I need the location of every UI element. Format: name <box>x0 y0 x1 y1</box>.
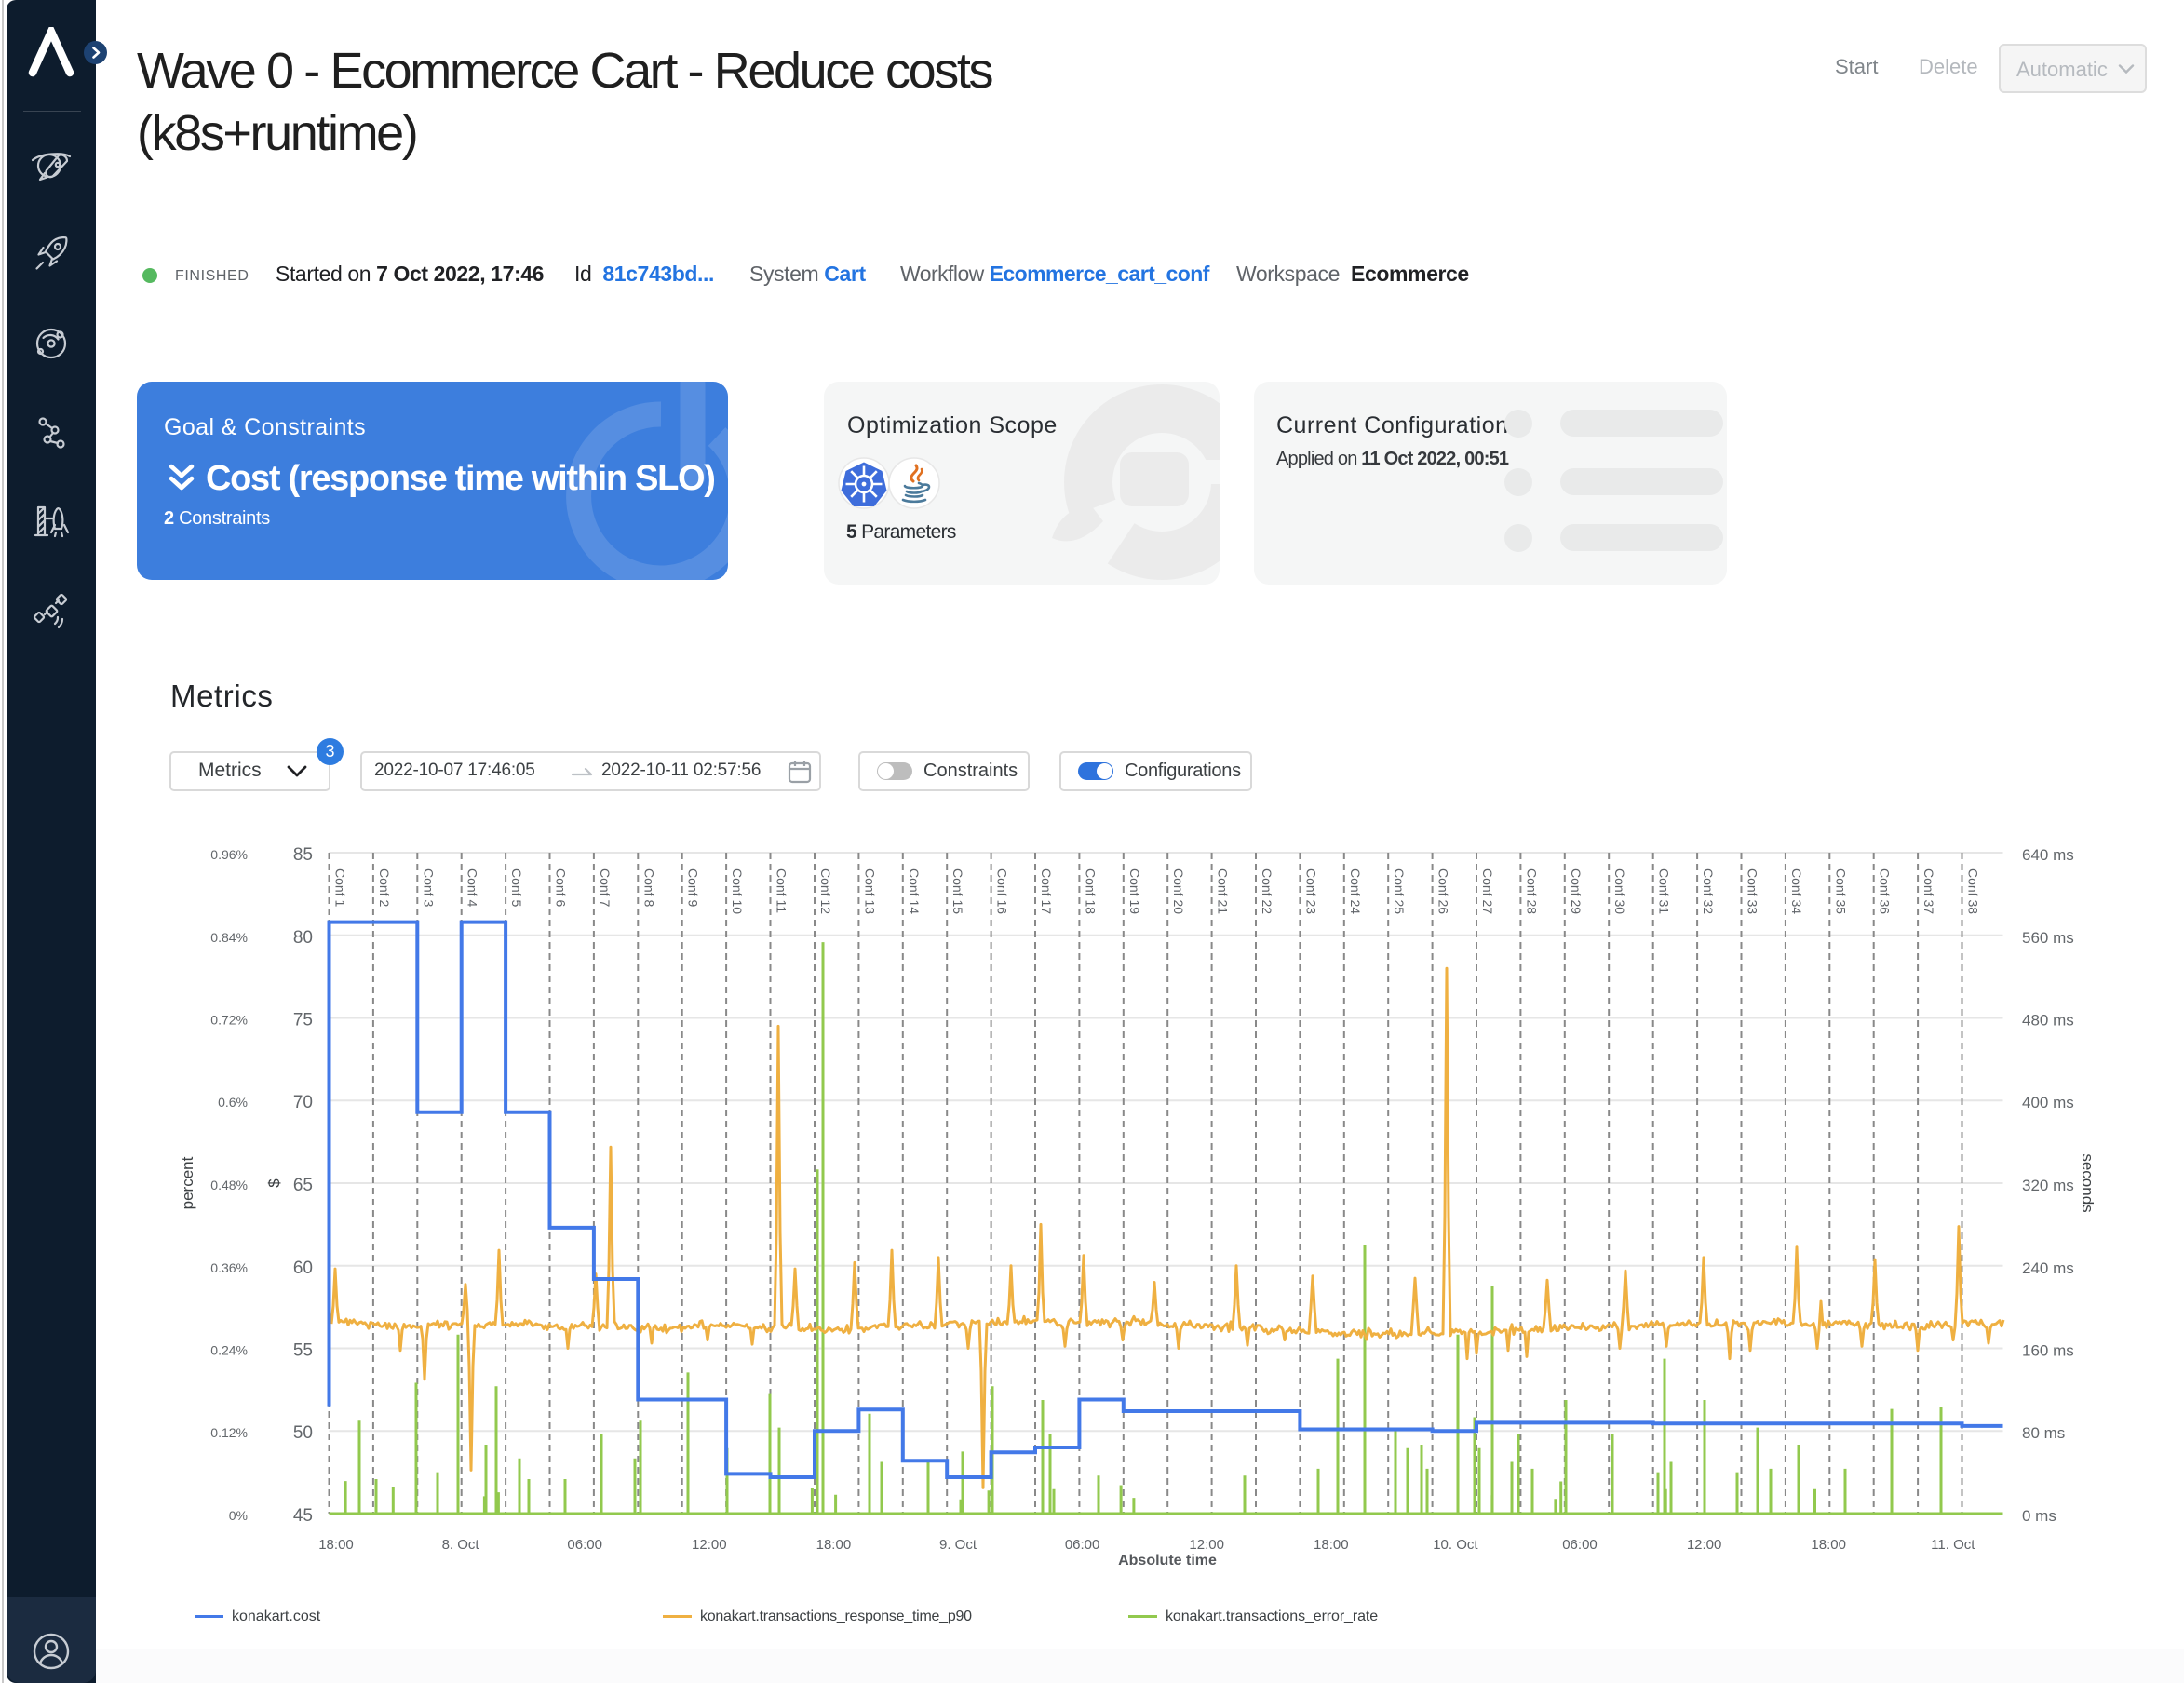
svg-text:Conf 11: Conf 11 <box>775 868 789 913</box>
svg-text:Conf 17: Conf 17 <box>1039 868 1054 914</box>
svg-text:11. Oct: 11. Oct <box>1931 1537 1975 1553</box>
svg-text:percent: percent <box>179 1156 196 1209</box>
svg-text:12:00: 12:00 <box>1189 1537 1224 1553</box>
svg-text:Conf 8: Conf 8 <box>641 868 656 907</box>
svg-text:0.24%: 0.24% <box>210 1343 248 1358</box>
svg-text:06:00: 06:00 <box>567 1537 602 1553</box>
svg-text:Conf 38: Conf 38 <box>1966 868 1981 914</box>
svg-text:9. Oct: 9. Oct <box>939 1537 977 1553</box>
svg-text:Conf 20: Conf 20 <box>1171 868 1186 914</box>
svg-text:Conf 2: Conf 2 <box>377 868 392 907</box>
svg-text:Conf 14: Conf 14 <box>907 868 922 914</box>
svg-text:Conf 30: Conf 30 <box>1612 868 1627 914</box>
svg-text:320 ms: 320 ms <box>2022 1177 2074 1194</box>
svg-text:Conf 35: Conf 35 <box>1833 868 1848 914</box>
svg-text:Conf 22: Conf 22 <box>1260 868 1274 914</box>
svg-text:80: 80 <box>293 928 313 948</box>
svg-text:160 ms: 160 ms <box>2022 1342 2074 1360</box>
svg-text:$: $ <box>265 1178 283 1188</box>
svg-text:Conf 25: Conf 25 <box>1392 868 1407 914</box>
svg-text:Conf 34: Conf 34 <box>1789 868 1804 914</box>
svg-text:18:00: 18:00 <box>816 1537 852 1553</box>
svg-text:Conf 18: Conf 18 <box>1083 868 1098 914</box>
svg-text:0.36%: 0.36% <box>210 1260 248 1275</box>
svg-text:Conf 1: Conf 1 <box>333 868 348 907</box>
svg-text:560 ms: 560 ms <box>2022 929 2074 947</box>
svg-text:Conf 31: Conf 31 <box>1657 868 1672 914</box>
svg-text:0.84%: 0.84% <box>210 930 248 945</box>
svg-text:06:00: 06:00 <box>1562 1537 1598 1553</box>
svg-text:Conf 26: Conf 26 <box>1436 868 1451 914</box>
svg-text:85: 85 <box>293 845 313 865</box>
svg-text:400 ms: 400 ms <box>2022 1094 2074 1111</box>
svg-text:240 ms: 240 ms <box>2022 1259 2074 1277</box>
svg-text:Conf 3: Conf 3 <box>421 868 436 907</box>
svg-text:Conf 24: Conf 24 <box>1348 868 1363 914</box>
svg-text:seconds: seconds <box>2079 1153 2096 1212</box>
svg-text:65: 65 <box>293 1176 313 1195</box>
svg-text:640 ms: 640 ms <box>2022 846 2074 864</box>
svg-text:Conf 32: Conf 32 <box>1701 868 1716 914</box>
svg-text:06:00: 06:00 <box>1065 1537 1100 1553</box>
svg-text:Conf 28: Conf 28 <box>1524 868 1539 914</box>
svg-text:Conf 16: Conf 16 <box>995 868 1010 914</box>
svg-text:0.72%: 0.72% <box>210 1013 248 1028</box>
svg-text:55: 55 <box>293 1341 313 1361</box>
svg-text:0.12%: 0.12% <box>210 1425 248 1440</box>
svg-text:45: 45 <box>293 1506 313 1526</box>
svg-text:Conf 15: Conf 15 <box>950 868 965 914</box>
svg-text:0%: 0% <box>229 1508 248 1523</box>
svg-text:Conf 29: Conf 29 <box>1569 868 1584 914</box>
svg-text:Conf 10: Conf 10 <box>730 868 745 914</box>
svg-text:50: 50 <box>293 1423 313 1443</box>
svg-text:Conf 13: Conf 13 <box>862 868 877 914</box>
svg-text:Conf 33: Conf 33 <box>1746 868 1760 914</box>
svg-text:Conf 5: Conf 5 <box>509 868 524 907</box>
svg-text:Conf 12: Conf 12 <box>818 868 833 914</box>
svg-text:Conf 4: Conf 4 <box>465 868 480 907</box>
svg-text:80 ms: 80 ms <box>2022 1424 2065 1442</box>
svg-text:70: 70 <box>293 1093 313 1112</box>
svg-text:Conf 27: Conf 27 <box>1480 868 1495 914</box>
svg-text:18:00: 18:00 <box>318 1537 354 1553</box>
svg-text:75: 75 <box>293 1011 313 1030</box>
svg-text:12:00: 12:00 <box>1687 1537 1722 1553</box>
svg-text:0 ms: 0 ms <box>2022 1507 2056 1525</box>
svg-text:Conf 21: Conf 21 <box>1216 868 1231 914</box>
svg-text:Conf 36: Conf 36 <box>1878 868 1893 914</box>
svg-text:Conf 6: Conf 6 <box>554 868 569 907</box>
svg-text:Conf 9: Conf 9 <box>686 868 701 907</box>
svg-text:Conf 19: Conf 19 <box>1127 868 1142 914</box>
svg-text:Conf 23: Conf 23 <box>1303 868 1318 914</box>
svg-text:60: 60 <box>293 1259 313 1278</box>
svg-text:18:00: 18:00 <box>1811 1537 1846 1553</box>
svg-text:480 ms: 480 ms <box>2022 1012 2074 1030</box>
svg-text:10. Oct: 10. Oct <box>1433 1537 1478 1553</box>
svg-text:Conf 37: Conf 37 <box>1921 868 1936 914</box>
svg-text:0.96%: 0.96% <box>210 847 248 862</box>
svg-text:12:00: 12:00 <box>692 1537 727 1553</box>
svg-text:0.6%: 0.6% <box>218 1095 248 1110</box>
svg-text:Conf 7: Conf 7 <box>598 868 613 907</box>
svg-text:0.48%: 0.48% <box>210 1178 248 1192</box>
svg-text:Absolute time: Absolute time <box>1118 1553 1217 1569</box>
svg-text:8. Oct: 8. Oct <box>442 1537 480 1553</box>
svg-text:18:00: 18:00 <box>1314 1537 1349 1553</box>
